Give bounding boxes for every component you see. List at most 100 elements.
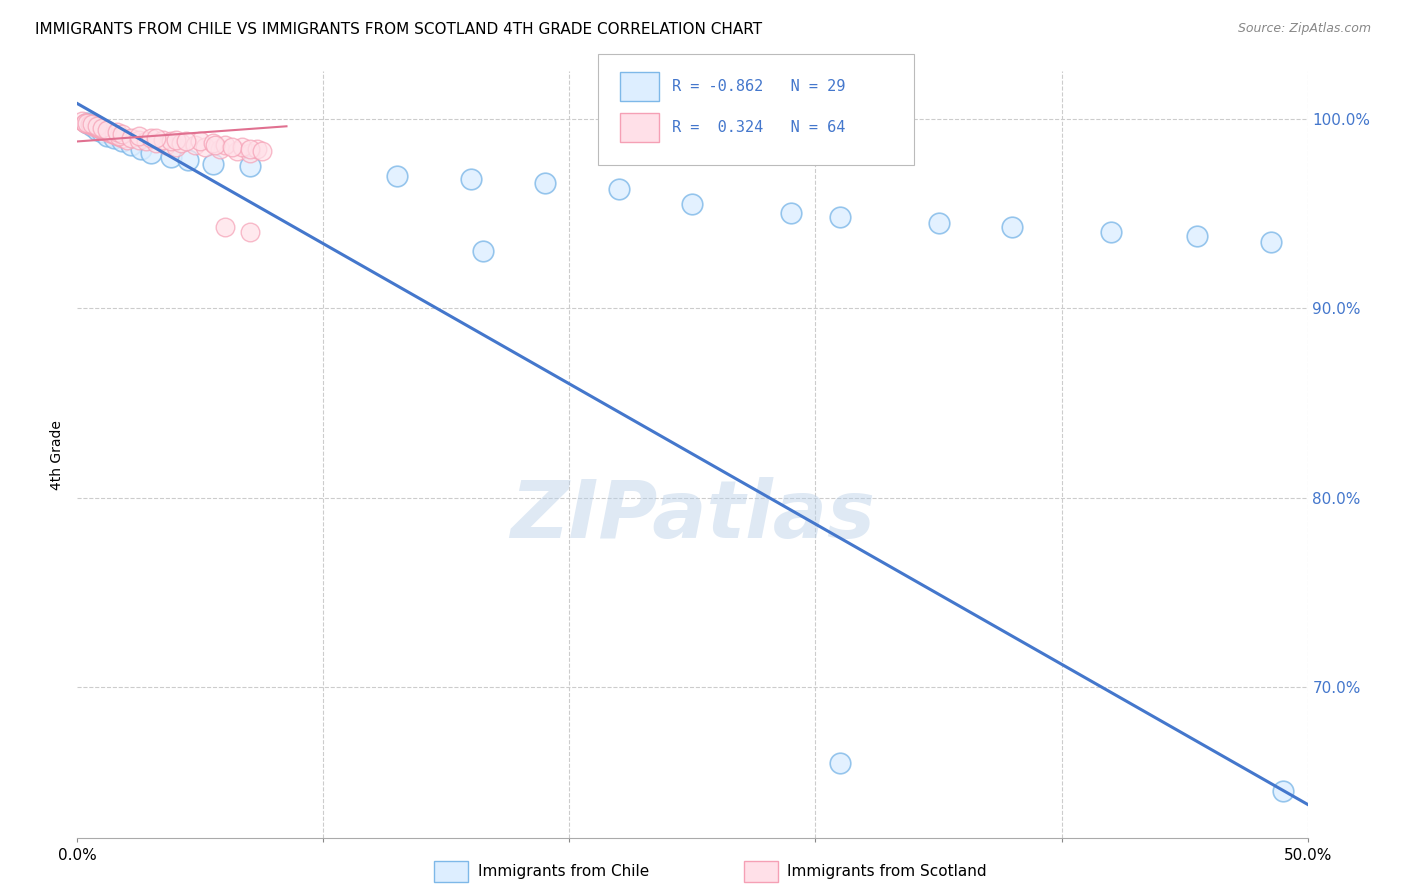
- Point: [82, 117, 104, 131]
- Point: [76, 115, 98, 129]
- Point: [214, 138, 236, 153]
- Point: [1099, 225, 1122, 239]
- Point: [111, 135, 132, 149]
- Point: [231, 140, 253, 154]
- Point: [221, 140, 243, 154]
- Point: [152, 132, 174, 146]
- Point: [89, 121, 111, 136]
- Point: [89, 121, 111, 136]
- Point: [79, 117, 101, 131]
- Point: [70, 113, 93, 128]
- Point: [96, 123, 118, 137]
- Point: [73, 115, 96, 129]
- Point: [201, 136, 224, 151]
- Point: [460, 172, 482, 186]
- Point: [73, 115, 96, 129]
- Point: [96, 125, 118, 139]
- Point: [82, 120, 104, 134]
- Y-axis label: 4th Grade: 4th Grade: [51, 420, 65, 490]
- Text: ZIPatlas: ZIPatlas: [510, 477, 875, 556]
- Text: Source: ZipAtlas.com: Source: ZipAtlas.com: [1237, 22, 1371, 36]
- Point: [209, 142, 232, 156]
- Point: [830, 211, 852, 225]
- Point: [83, 120, 105, 134]
- Text: IMMIGRANTS FROM CHILE VS IMMIGRANTS FROM SCOTLAND 4TH GRADE CORRELATION CHART: IMMIGRANTS FROM CHILE VS IMMIGRANTS FROM…: [35, 22, 762, 37]
- Point: [204, 138, 226, 153]
- Text: Immigrants from Scotland: Immigrants from Scotland: [787, 864, 987, 879]
- Point: [226, 144, 249, 158]
- Point: [1272, 784, 1295, 798]
- Point: [86, 123, 108, 137]
- Point: [250, 144, 273, 158]
- Point: [1260, 235, 1282, 249]
- Point: [129, 142, 153, 156]
- Point: [830, 756, 852, 770]
- Point: [160, 150, 183, 164]
- Point: [76, 115, 98, 129]
- Point: [103, 127, 125, 141]
- Point: [90, 121, 114, 136]
- Point: [201, 157, 224, 171]
- Point: [145, 130, 167, 145]
- Point: [128, 132, 150, 146]
- Point: [108, 128, 131, 143]
- Point: [194, 140, 217, 154]
- Point: [90, 123, 114, 137]
- Text: R = -0.862   N = 29: R = -0.862 N = 29: [672, 79, 845, 94]
- Point: [103, 127, 125, 141]
- Point: [174, 135, 197, 149]
- Point: [101, 127, 124, 141]
- Point: [111, 130, 132, 145]
- Point: [83, 120, 105, 134]
- Point: [184, 138, 207, 153]
- Point: [472, 244, 495, 259]
- Point: [534, 176, 557, 190]
- Point: [239, 142, 262, 156]
- Point: [79, 117, 101, 131]
- Point: [98, 125, 121, 139]
- Point: [214, 219, 236, 234]
- Point: [121, 130, 143, 145]
- Point: [188, 135, 212, 149]
- Point: [93, 123, 115, 137]
- Point: [98, 125, 121, 139]
- Point: [170, 136, 193, 151]
- Point: [111, 127, 132, 141]
- Point: [121, 138, 143, 153]
- Point: [105, 128, 128, 143]
- Point: [128, 128, 150, 143]
- Point: [86, 121, 108, 136]
- Point: [780, 206, 803, 220]
- Point: [141, 145, 163, 160]
- Point: [682, 197, 704, 211]
- Point: [385, 169, 409, 183]
- Point: [155, 138, 177, 153]
- Point: [1185, 229, 1208, 244]
- Point: [145, 136, 167, 151]
- Point: [246, 142, 269, 156]
- Point: [86, 120, 108, 134]
- Point: [239, 159, 262, 173]
- Point: [1001, 219, 1024, 234]
- Text: R =  0.324   N = 64: R = 0.324 N = 64: [672, 120, 845, 135]
- Point: [141, 130, 163, 145]
- Point: [76, 117, 98, 131]
- Point: [112, 130, 135, 145]
- Point: [93, 123, 115, 137]
- Point: [96, 128, 118, 143]
- Point: [160, 135, 183, 149]
- Point: [115, 132, 138, 146]
- Point: [177, 153, 200, 168]
- Point: [928, 216, 950, 230]
- Point: [239, 225, 262, 239]
- Point: [607, 182, 630, 196]
- Point: [82, 120, 104, 134]
- Point: [165, 140, 187, 154]
- Point: [90, 125, 114, 139]
- Point: [105, 125, 128, 139]
- Point: [103, 130, 125, 145]
- Point: [135, 135, 157, 149]
- Text: Immigrants from Chile: Immigrants from Chile: [478, 864, 650, 879]
- Point: [165, 132, 187, 146]
- Point: [239, 145, 262, 160]
